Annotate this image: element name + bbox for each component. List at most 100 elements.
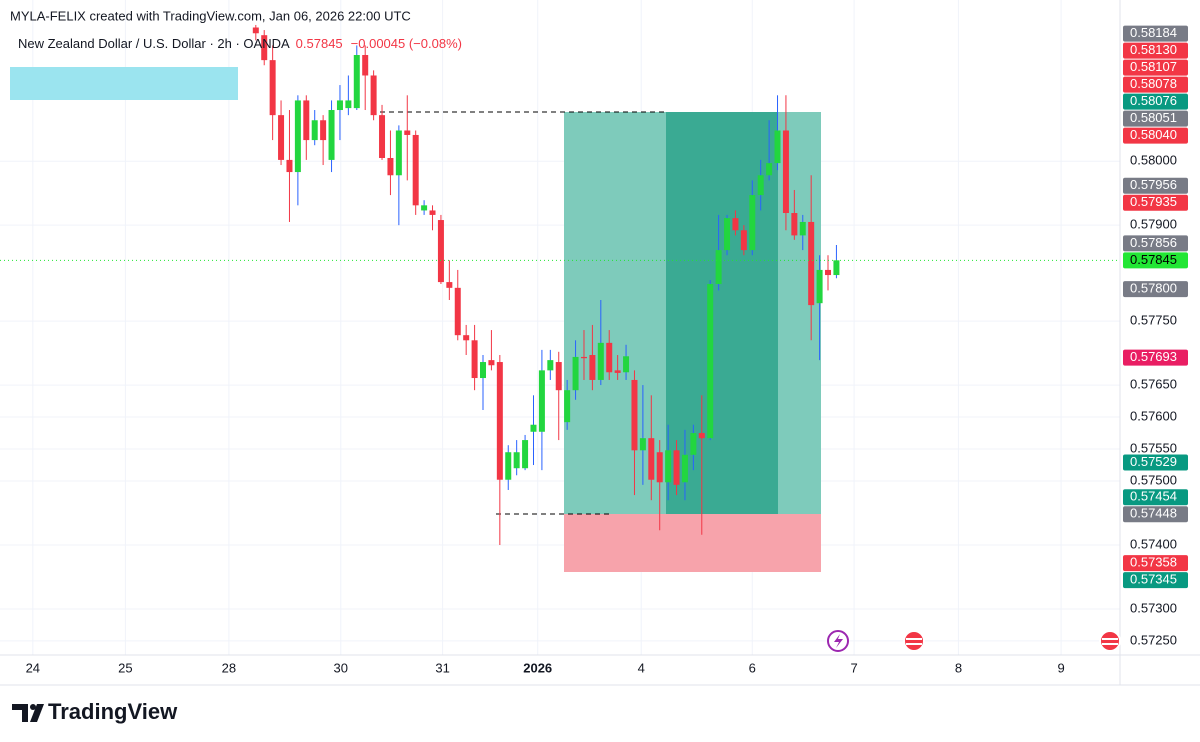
candle-body — [547, 360, 554, 371]
candle-body — [740, 230, 747, 251]
flag-stripe — [906, 643, 922, 645]
candle-body — [303, 100, 310, 141]
y-tick-label: 0.58000 — [1130, 153, 1177, 168]
candle-body — [538, 370, 545, 432]
candle-body — [496, 362, 503, 480]
x-tick-label: 25 — [118, 660, 132, 675]
candle-body — [480, 362, 487, 379]
price-tag — [1123, 110, 1188, 127]
candle-body — [488, 360, 495, 366]
price-tag-label: 0.58107 — [1130, 59, 1177, 74]
x-tick-label: 30 — [334, 660, 348, 675]
candle-body — [580, 356, 587, 359]
candle-body — [698, 433, 705, 439]
candle-body — [808, 221, 815, 306]
flag-stripe — [1102, 638, 1118, 640]
candle-body — [639, 438, 646, 451]
price-tag — [1123, 59, 1188, 76]
price-tag — [1123, 506, 1188, 523]
attribution: MYLA-FELIX created with TradingView.com,… — [10, 8, 411, 23]
candle-body — [606, 342, 613, 373]
x-tick-label: 9 — [1057, 660, 1064, 675]
event-icon[interactable] — [1099, 630, 1121, 652]
candle-body — [707, 284, 714, 439]
candle-body — [665, 450, 672, 483]
price-tag-label: 0.57956 — [1130, 177, 1177, 192]
x-tick-label: 28 — [222, 660, 236, 675]
y-tick-label: 0.57500 — [1130, 472, 1177, 487]
candle-body — [757, 175, 764, 196]
y-tick-label: 0.57750 — [1130, 313, 1177, 328]
candle-body — [631, 379, 638, 451]
candle-body — [437, 220, 444, 283]
candles — [252, 24, 840, 545]
candle-body — [294, 100, 301, 173]
candle-body — [648, 438, 655, 480]
logo-mark — [30, 704, 36, 710]
candle-body — [791, 213, 798, 236]
price-tag-label: 0.57693 — [1130, 349, 1177, 364]
y-tick-label: 0.57600 — [1130, 408, 1177, 423]
candle-body — [690, 433, 697, 455]
price-tag — [1123, 76, 1188, 93]
x-tick-label: 24 — [26, 660, 40, 675]
candle-body — [454, 287, 461, 336]
x-tick-label: 31 — [435, 660, 449, 675]
candle-body — [446, 282, 453, 288]
candle-body — [387, 157, 394, 176]
brand: TradingView — [48, 699, 178, 724]
price-tag — [1123, 127, 1188, 144]
price-tag-label: 0.58130 — [1130, 42, 1177, 57]
y-tick-label: 0.57400 — [1130, 536, 1177, 551]
candle-body — [320, 120, 327, 141]
candle-body — [564, 390, 571, 423]
candle-body — [766, 163, 773, 176]
candle-body — [623, 356, 630, 373]
candle-body — [471, 340, 478, 379]
logo-mark — [30, 704, 44, 722]
price-tag — [1123, 42, 1188, 59]
price-tag — [1123, 93, 1188, 110]
date-range — [666, 112, 778, 514]
y-tick-label: 0.57650 — [1130, 377, 1177, 392]
candle-body — [833, 260, 840, 276]
candle-body — [505, 452, 512, 480]
candle-body — [362, 55, 369, 76]
candle-body — [614, 370, 621, 373]
candle-body — [522, 440, 529, 469]
price-tag-label: 0.58040 — [1130, 127, 1177, 142]
candle-body — [782, 130, 789, 214]
candle-body — [278, 115, 285, 160]
candle-body — [328, 110, 335, 160]
price-tag-label: 0.57529 — [1130, 454, 1177, 469]
candle-body — [816, 269, 823, 304]
price-tag-label: 0.57454 — [1130, 489, 1177, 504]
price-tag-label: 0.57800 — [1130, 281, 1177, 296]
price-tag — [1123, 489, 1188, 506]
highlight-zone — [10, 67, 238, 100]
candle-body — [353, 55, 360, 109]
price-tag-label: 0.57856 — [1130, 235, 1177, 250]
candle-body — [269, 60, 276, 116]
price-tag — [1123, 281, 1188, 298]
candle-body — [379, 115, 386, 158]
x-tick-label: 6 — [749, 660, 756, 675]
price-tag-label: 0.57448 — [1130, 506, 1177, 521]
candle-body — [673, 450, 680, 485]
event-icon[interactable] — [903, 630, 925, 652]
grid — [0, 0, 1120, 655]
candle-body — [724, 218, 731, 251]
candle-body — [261, 35, 268, 61]
candle-body — [825, 269, 832, 276]
candle-body — [404, 130, 411, 135]
price-tag — [1123, 572, 1188, 589]
candle-body — [799, 221, 806, 236]
price-change: −0.00045 (−0.08%) — [351, 36, 462, 51]
y-tick-label: 0.57250 — [1130, 632, 1177, 647]
candle-body — [681, 454, 688, 483]
price-tag — [1123, 25, 1188, 42]
y-tick-label: 0.57900 — [1130, 217, 1177, 232]
price-tag — [1123, 194, 1188, 211]
candle-body — [530, 424, 537, 432]
